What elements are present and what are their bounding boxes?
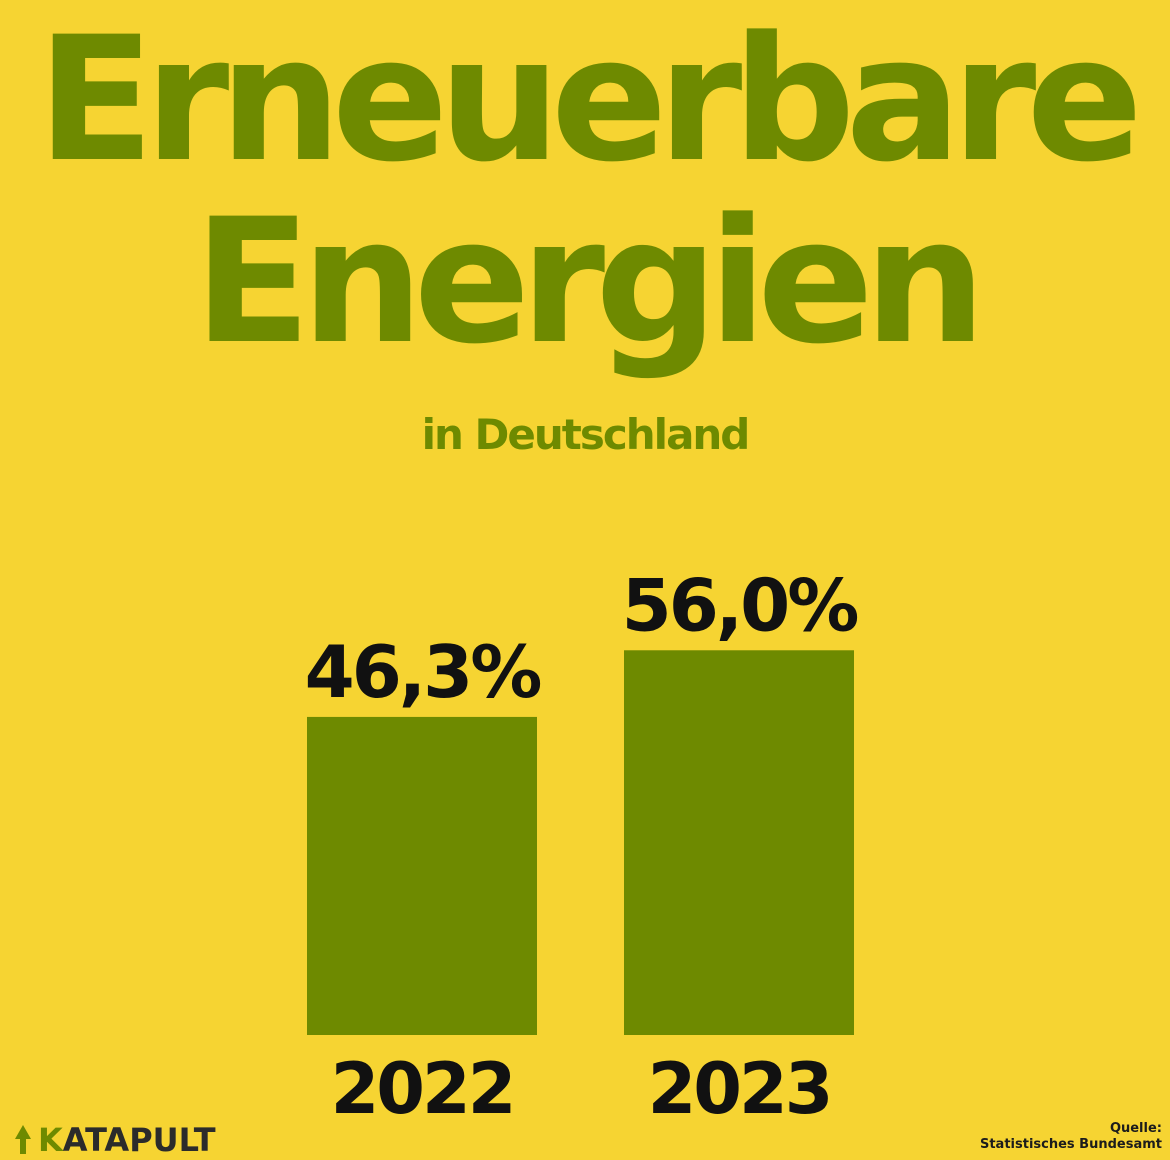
logo-k: K [38, 1121, 63, 1159]
katapult-logo: KATAPULT [12, 1120, 216, 1160]
logo-rest: ATAPULT [62, 1121, 216, 1159]
value-label-2023: 56,0% [622, 563, 858, 647]
category-label-2022: 2022 [331, 1048, 514, 1130]
bar-2023 [624, 650, 854, 1035]
tree-icon [15, 1125, 31, 1154]
value-label-2022: 46,3% [305, 630, 541, 714]
bar-2022 [307, 716, 537, 1035]
source-label: Quelle: [1109, 1121, 1162, 1136]
category-label-2023: 2023 [648, 1048, 831, 1130]
subtitle: in Deutschland [421, 410, 751, 459]
title-line-1: Erneuerbare [36, 0, 1143, 200]
title-line-2: Energien [193, 181, 987, 382]
source-name: Statistisches Bundesamt [979, 1137, 1162, 1152]
source-note: Quelle: Statistisches Bundesamt [980, 1121, 1162, 1153]
logo-text: KATAPULT [38, 1124, 216, 1156]
